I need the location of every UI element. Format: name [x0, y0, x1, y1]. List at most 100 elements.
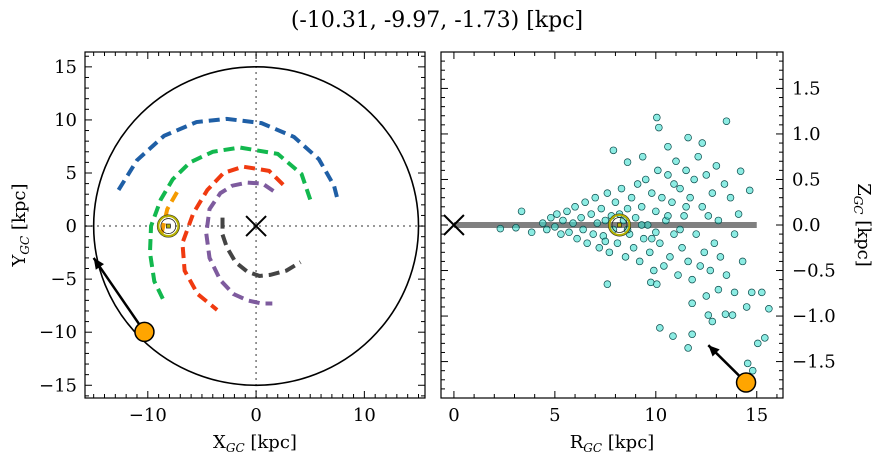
y-tick-label: 0.5: [792, 169, 821, 190]
x-label-main: X: [213, 432, 226, 453]
ticks: [85, 52, 425, 398]
scatter-point: [728, 311, 737, 319]
velocity-arrow-head: [93, 257, 105, 270]
axes-frame: [440, 51, 784, 399]
object-marker: [735, 372, 757, 393]
scatter-point: [609, 146, 618, 155]
scatter-point: [694, 152, 702, 161]
scatter-point: [684, 344, 692, 352]
scatter-point: [748, 366, 757, 375]
orbit-arc-2: [158, 191, 179, 238]
scatter-point: [670, 180, 678, 188]
x-label-unit: [kpc]: [602, 432, 654, 453]
scatter-point: [653, 113, 661, 122]
scatter-point: [702, 292, 711, 300]
scatter-point: [702, 171, 711, 179]
scatter-point: [730, 288, 739, 297]
velocity-arrow-head: [708, 345, 720, 357]
scatter-point: [603, 280, 612, 288]
scatter-point: [629, 244, 638, 252]
scatter-point: [704, 311, 713, 319]
y-axis-label: YGC [kpc]: [9, 184, 32, 268]
scatter-point: [688, 299, 696, 308]
scatter-point: [563, 207, 571, 216]
scatter-point: [692, 230, 700, 238]
scatter-point: [654, 166, 662, 175]
scatter-point: [583, 239, 591, 247]
scatter-point: [637, 203, 646, 211]
scatter-point: [593, 219, 602, 227]
scatter-point: [684, 257, 692, 266]
x-tick-label: 10: [644, 405, 667, 426]
scatter-point: [672, 157, 680, 166]
x-tick-label: −10: [129, 405, 167, 426]
scatter-point: [559, 216, 567, 225]
scatter-point: [708, 189, 717, 197]
orbit-arc-1: [147, 145, 313, 305]
scatter-point: [696, 262, 704, 270]
y-tick-label: 0.0: [792, 215, 821, 236]
x-axis-label: XGC [kpc]: [213, 432, 297, 455]
scatter-point: [650, 266, 658, 275]
scatter-point: [656, 324, 664, 332]
scatter-point: [627, 193, 636, 202]
y-label-main: Z: [853, 183, 874, 196]
scatter-point: [660, 262, 668, 270]
scatter-point: [655, 123, 663, 132]
scatter-point: [742, 303, 751, 311]
scatter-point: [698, 203, 706, 211]
x-label-unit: [kpc]: [245, 432, 297, 453]
scatter-point: [601, 216, 610, 225]
scatter-point: [761, 334, 769, 342]
y-tick-label: 0: [66, 216, 77, 237]
scatter-point: [581, 198, 589, 206]
scatter-point: [623, 204, 632, 213]
scatter-point: [638, 152, 647, 161]
scatter-point: [613, 239, 622, 247]
x-tick-label: 5: [549, 405, 560, 426]
scatter-point: [686, 193, 694, 202]
scatter-point: [633, 180, 642, 188]
scatter-point: [726, 193, 735, 202]
scatter-point: [664, 142, 672, 151]
scatter-point: [743, 359, 752, 368]
scatter-point: [587, 210, 595, 218]
plot-area: [85, 52, 425, 398]
scatter-point: [611, 198, 620, 206]
scatter-point: [639, 234, 648, 243]
scatter-point: [631, 213, 640, 222]
y-tick-label: 10: [54, 110, 77, 131]
sun-center-dot: [617, 222, 622, 228]
scatter-point: [601, 237, 610, 246]
scatter-point: [577, 213, 585, 222]
scatter-point: [754, 339, 762, 348]
scatter-point: [591, 193, 599, 202]
y-label-unit: [kpc]: [9, 184, 30, 236]
scatter-point: [623, 158, 632, 166]
scatter-point: [688, 330, 696, 339]
scatter-point: [700, 248, 709, 257]
scatter-point: [747, 288, 756, 297]
scatter-point: [670, 230, 678, 238]
scatter-point: [698, 139, 706, 147]
scatter-point: [708, 317, 717, 326]
scatter-point: [553, 210, 561, 218]
orbit-arc-5: [220, 217, 302, 278]
scatter-point: [605, 248, 614, 257]
scatter-point: [573, 234, 581, 243]
y-label-subscript: GC: [851, 196, 865, 215]
scatter-point: [551, 223, 559, 231]
orbit-arc-3: [180, 164, 285, 312]
scatter-point: [547, 213, 555, 222]
y-tick-label: 5: [66, 163, 77, 184]
scatter-point: [641, 175, 650, 184]
plot-area: [443, 113, 773, 393]
scatter-point: [658, 193, 666, 202]
scatter-point: [589, 230, 597, 238]
y-tick-label: −10: [39, 322, 77, 343]
scatter-point: [676, 225, 684, 234]
scatter-point: [722, 117, 731, 125]
scatter-point: [712, 162, 721, 170]
scatter-point: [512, 223, 520, 232]
